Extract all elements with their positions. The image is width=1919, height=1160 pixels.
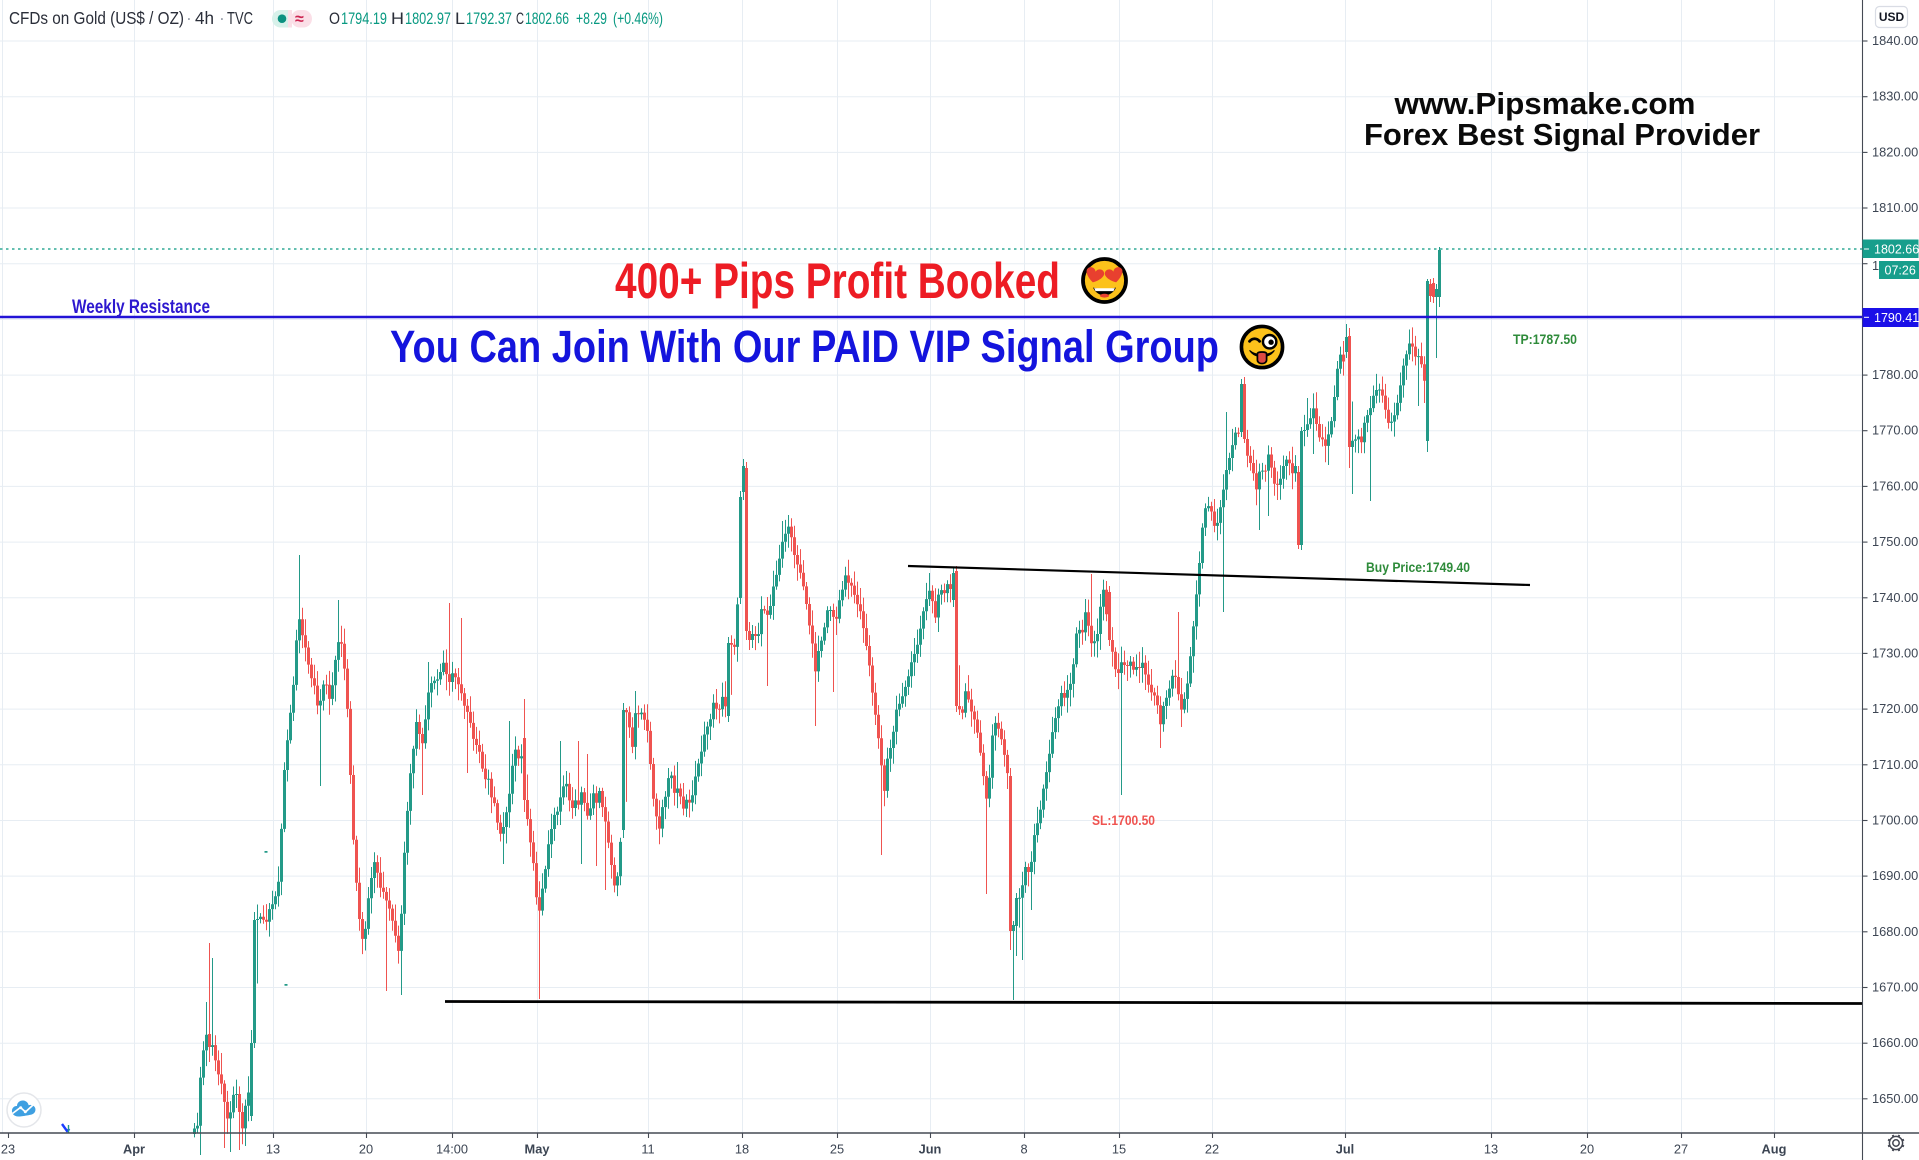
svg-text:20: 20 [359, 1142, 373, 1157]
svg-text:1690.00: 1690.00 [1872, 868, 1918, 883]
svg-text:1780.00: 1780.00 [1872, 367, 1918, 382]
svg-text:1790.41: 1790.41 [1874, 311, 1919, 325]
svg-text:SL:1700.50: SL:1700.50 [1092, 813, 1155, 828]
svg-text:Forex Best Signal Provider: Forex Best Signal Provider [1364, 117, 1760, 152]
svg-text:1720.00: 1720.00 [1872, 701, 1918, 716]
svg-text:20: 20 [1580, 1142, 1594, 1157]
svg-text:·: · [186, 8, 192, 28]
svg-text:1680.00: 1680.00 [1872, 924, 1918, 939]
svg-text:1770.00: 1770.00 [1872, 423, 1918, 438]
svg-text:TVC: TVC [227, 8, 253, 28]
svg-text:TP:1787.50: TP:1787.50 [1513, 332, 1577, 347]
svg-text:Weekly Resistance: Weekly Resistance [72, 297, 210, 318]
svg-text:1650.00: 1650.00 [1872, 1091, 1918, 1106]
svg-text:4h: 4h [195, 8, 214, 28]
svg-text:+8.29: +8.29 [576, 10, 607, 28]
svg-text:1750.00: 1750.00 [1872, 534, 1918, 549]
svg-text:13: 13 [1484, 1142, 1498, 1157]
svg-text:1840.00: 1840.00 [1872, 33, 1918, 48]
svg-text:May: May [525, 1142, 551, 1157]
svg-text:11: 11 [641, 1142, 654, 1157]
svg-text:18: 18 [735, 1142, 749, 1157]
svg-text:8: 8 [1020, 1142, 1027, 1157]
svg-text:You Can Join With Our PAID VIP: You Can Join With Our PAID VIP Signal Gr… [390, 321, 1219, 372]
svg-text:www.Pipsmake.com: www.Pipsmake.com [1393, 86, 1695, 121]
svg-text:Jul: Jul [1336, 1142, 1355, 1157]
svg-text:1810.00: 1810.00 [1872, 200, 1918, 215]
svg-text:22: 22 [1205, 1142, 1219, 1157]
svg-text:1802.97: 1802.97 [405, 10, 451, 28]
svg-text:CFDs on Gold (US$ / OZ): CFDs on Gold (US$ / OZ) [9, 8, 184, 28]
svg-text:23: 23 [1, 1142, 15, 1157]
svg-text:1740.00: 1740.00 [1872, 590, 1918, 605]
svg-text:≈: ≈ [295, 11, 304, 28]
svg-text:1670.00: 1670.00 [1872, 980, 1918, 995]
svg-text:07:26: 07:26 [1885, 264, 1916, 278]
svg-text:15: 15 [1112, 1142, 1126, 1157]
svg-text:27: 27 [1674, 1142, 1688, 1157]
svg-text:USD: USD [1879, 10, 1905, 24]
svg-text:13: 13 [266, 1142, 280, 1157]
svg-text:1792.37: 1792.37 [466, 10, 512, 28]
svg-text:L: L [455, 10, 465, 28]
svg-text:O: O [329, 10, 340, 28]
svg-text:1802.66: 1802.66 [525, 10, 569, 28]
svg-text:Jun: Jun [919, 1142, 942, 1157]
svg-text:1820.00: 1820.00 [1872, 144, 1918, 159]
svg-text:Aug: Aug [1762, 1142, 1787, 1157]
svg-text:1730.00: 1730.00 [1872, 645, 1918, 660]
svg-text:14:00: 14:00 [436, 1142, 468, 1157]
svg-text:·: · [219, 8, 225, 28]
svg-text:H: H [391, 10, 404, 28]
svg-text:1700.00: 1700.00 [1872, 813, 1918, 828]
svg-text:1830.00: 1830.00 [1872, 89, 1918, 104]
svg-text:C: C [516, 10, 524, 28]
svg-text:1794.19: 1794.19 [341, 10, 387, 28]
svg-text:1660.00: 1660.00 [1872, 1035, 1918, 1050]
svg-text:1710.00: 1710.00 [1872, 757, 1918, 772]
svg-text:1760.00: 1760.00 [1872, 478, 1918, 493]
svg-text:(+0.46%): (+0.46%) [613, 10, 663, 28]
svg-text:Buy Price:1749.40: Buy Price:1749.40 [1366, 560, 1470, 575]
svg-text:Apr: Apr [123, 1142, 145, 1157]
svg-text:25: 25 [830, 1142, 844, 1157]
svg-text:1802.66: 1802.66 [1874, 243, 1919, 257]
svg-text:400+ Pips Profit Booked: 400+ Pips Profit Booked [615, 253, 1060, 309]
